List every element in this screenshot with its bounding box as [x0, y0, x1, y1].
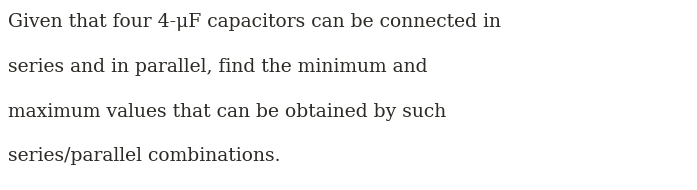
Text: Given that four 4-μF capacitors can be connected in: Given that four 4-μF capacitors can be c…: [8, 13, 501, 31]
Text: series and in parallel, find the minimum and: series and in parallel, find the minimum…: [8, 58, 428, 76]
Text: maximum values that can be obtained by such: maximum values that can be obtained by s…: [8, 103, 447, 121]
Text: series/parallel combinations.: series/parallel combinations.: [8, 147, 281, 165]
